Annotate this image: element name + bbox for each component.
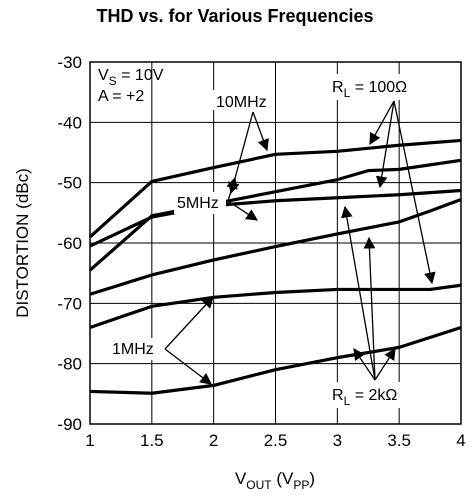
plot-frame <box>89 61 462 425</box>
arrow-10mhz-to-rl100 <box>252 111 269 152</box>
freq-1mhz-label-bg <box>108 338 162 360</box>
freq-5mhz-label-bg <box>174 192 226 214</box>
arrow-rl2k-b <box>363 236 376 381</box>
series-line <box>89 188 462 248</box>
y-tick-label: -30 <box>57 53 82 72</box>
arrow-rl2k-a <box>341 205 376 381</box>
chart-title: THD vs. for Various Frequencies <box>96 6 373 26</box>
y-tick-label: -80 <box>57 355 82 374</box>
arrow-1mhz-to-rl2k <box>164 348 212 385</box>
x-tick-labels: 1 1.5 2 2.5 3 3.5 4 <box>85 431 465 450</box>
rl-2k-label: RL = 2kΩ <box>332 387 397 408</box>
y-tick-label: -50 <box>57 174 82 193</box>
arrow-rl100-a <box>369 100 395 146</box>
y-tick-labels: -90 -80 -70 -60 -50 -40 -30 <box>57 53 82 434</box>
series-lines <box>88 138 462 395</box>
gain-label: A = +2 <box>98 88 144 105</box>
arrow-1mhz-to-rl100 <box>164 296 214 350</box>
x-tick-label: 2.5 <box>264 431 288 450</box>
x-axis-label: VOUT (VPP) <box>235 469 315 492</box>
y-tick-label: -70 <box>57 294 82 313</box>
x-tick-label: 2 <box>209 431 218 450</box>
freq-1mhz-label: 1MHz <box>112 341 154 358</box>
arrow-rl2k-c <box>353 348 376 381</box>
arrow-rl100-b <box>375 100 395 189</box>
series-line <box>88 138 462 239</box>
y-tick-label: -60 <box>57 234 82 253</box>
y-tick-label: -40 <box>57 113 82 132</box>
x-tick-label: 1.5 <box>140 431 164 450</box>
arrow-rl100-c <box>393 100 436 285</box>
y-axis-label: DISTORTION (dBc) <box>13 168 32 318</box>
arrow-5mhz-to-rl2k <box>227 200 258 221</box>
freq-10mhz-label: 10MHz <box>216 94 267 111</box>
arrow-rl2k-d <box>374 348 396 381</box>
x-tick-label: 4 <box>456 431 465 450</box>
freq-10mhz-label-bg <box>212 90 270 110</box>
rl-2k-label-bg <box>328 382 428 408</box>
rl-100-label: RL = 100Ω <box>332 79 407 100</box>
x-tick-label: 3.5 <box>387 431 411 450</box>
x-tick-label: 3 <box>333 431 342 450</box>
x-tick-label: 1 <box>85 431 94 450</box>
series-line <box>89 325 462 395</box>
series-line <box>89 283 462 329</box>
arrow-5mhz-to-rl100 <box>226 176 238 202</box>
y-tick-label: -90 <box>57 415 82 434</box>
supply-voltage-label: VS = 10V <box>98 67 164 88</box>
annotation-arrows <box>164 100 436 385</box>
series-line <box>89 198 462 296</box>
rl-100-label-bg <box>328 74 448 100</box>
freq-5mhz-label: 5MHz <box>177 195 219 212</box>
